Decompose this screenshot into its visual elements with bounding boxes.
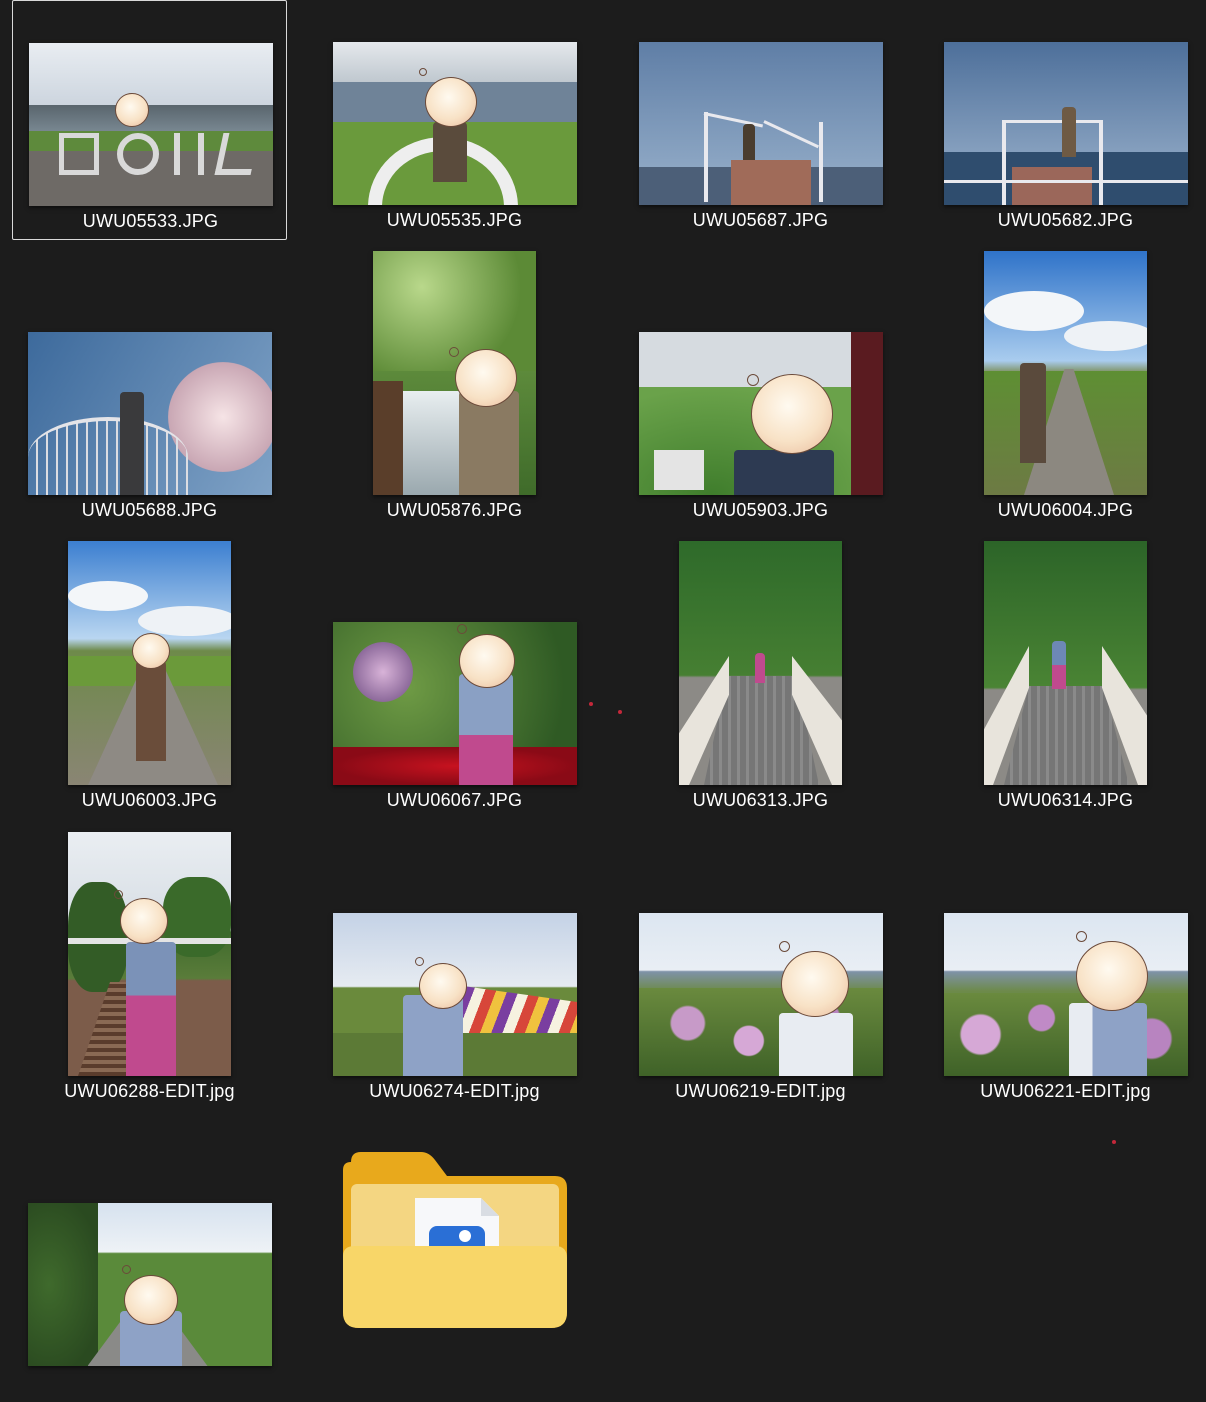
file-name: UWU05682.JPG: [997, 210, 1134, 230]
file-tile-uwu05687[interactable]: UWU05687.JPG: [623, 0, 898, 240]
photo-thumbnail: [373, 251, 536, 495]
face-sticker-icon: [424, 77, 477, 127]
file-name: UWU06004.JPG: [997, 500, 1134, 520]
file-name: UWU06274-EDIT.jpg: [369, 1081, 540, 1101]
face-sticker-icon: [455, 349, 517, 407]
file-tile-uwu05535[interactable]: UWU05535.JPG: [317, 0, 592, 240]
file-tile-uwu05533[interactable]: UWU05533.JPG: [12, 0, 287, 240]
file-name: UWU05533.JPG: [82, 211, 219, 231]
file-tile-uwu05688[interactable]: UWU05688.JPG: [12, 290, 287, 530]
file-name: UWU06219-EDIT.jpg: [675, 1081, 846, 1101]
file-tile-unnamed[interactable]: [12, 1162, 287, 1402]
file-name: UWU05876.JPG: [386, 500, 523, 520]
photo-thumbnail: [943, 42, 1188, 205]
photo-thumbnail: [679, 541, 842, 785]
photo-thumbnail: [638, 332, 883, 495]
file-tile-uwu06004[interactable]: UWU06004.JPG: [928, 251, 1203, 530]
file-tile-uwu05682[interactable]: UWU05682.JPG: [928, 0, 1203, 240]
folder-icon[interactable]: [343, 1152, 568, 1328]
file-name: UWU05688.JPG: [81, 500, 218, 520]
file-tile-uwu05876[interactable]: UWU05876.JPG: [317, 251, 592, 530]
face-sticker-icon: [114, 93, 149, 127]
file-tile-uwu06274-edit[interactable]: UWU06274-EDIT.jpg: [317, 871, 592, 1111]
photo-thumbnail: [27, 1203, 272, 1366]
photo-thumbnail: [68, 832, 231, 1076]
photo-thumbnail: [27, 332, 272, 495]
file-tile-uwu06221-edit[interactable]: UWU06221-EDIT.jpg: [928, 871, 1203, 1111]
file-name: UWU05535.JPG: [386, 210, 523, 230]
photo-thumbnail: [332, 622, 577, 785]
photo-thumbnail: [332, 42, 577, 205]
photo-thumbnail: [984, 251, 1147, 495]
face-sticker-icon: [120, 898, 168, 944]
face-sticker-icon: [132, 633, 170, 669]
file-name: UWU06003.JPG: [81, 790, 218, 810]
face-sticker-icon: [780, 951, 849, 1017]
file-tile-uwu06314[interactable]: UWU06314.JPG: [928, 541, 1203, 820]
red-dot: [589, 702, 593, 706]
file-name: UWU06313.JPG: [692, 790, 829, 810]
face-sticker-icon: [458, 634, 515, 688]
file-tile-uwu06067[interactable]: UWU06067.JPG: [317, 580, 592, 820]
photo-thumbnail: [332, 913, 577, 1076]
face-sticker-icon: [418, 963, 467, 1009]
file-tile-uwu06313[interactable]: UWU06313.JPG: [623, 541, 898, 820]
file-tile-uwu06288-edit[interactable]: UWU06288-EDIT.jpg: [12, 832, 287, 1111]
file-tile-uwu06003[interactable]: UWU06003.JPG: [12, 541, 287, 820]
photo-thumbnail: [943, 913, 1188, 1076]
photo-thumbnail: [68, 541, 231, 785]
face-sticker-icon: [750, 374, 833, 454]
photo-thumbnail: [638, 42, 883, 205]
photo-thumbnail: [638, 913, 883, 1076]
file-name: UWU06067.JPG: [386, 790, 523, 810]
file-name: UWU06288-EDIT.jpg: [64, 1081, 235, 1101]
face-sticker-icon: [1075, 941, 1148, 1011]
red-dot: [1112, 1140, 1116, 1144]
file-name: UWU05903.JPG: [692, 500, 829, 520]
file-name: UWU06221-EDIT.jpg: [980, 1081, 1151, 1101]
file-tile-uwu05903[interactable]: UWU05903.JPG: [623, 290, 898, 530]
photo-thumbnail: [28, 43, 273, 206]
file-name: UWU05687.JPG: [692, 210, 829, 230]
photo-thumbnail: [984, 541, 1147, 785]
file-name: UWU06314.JPG: [997, 790, 1134, 810]
face-sticker-icon: [123, 1275, 178, 1325]
file-tile-uwu06219-edit[interactable]: UWU06219-EDIT.jpg: [623, 871, 898, 1111]
red-dot: [618, 710, 622, 714]
